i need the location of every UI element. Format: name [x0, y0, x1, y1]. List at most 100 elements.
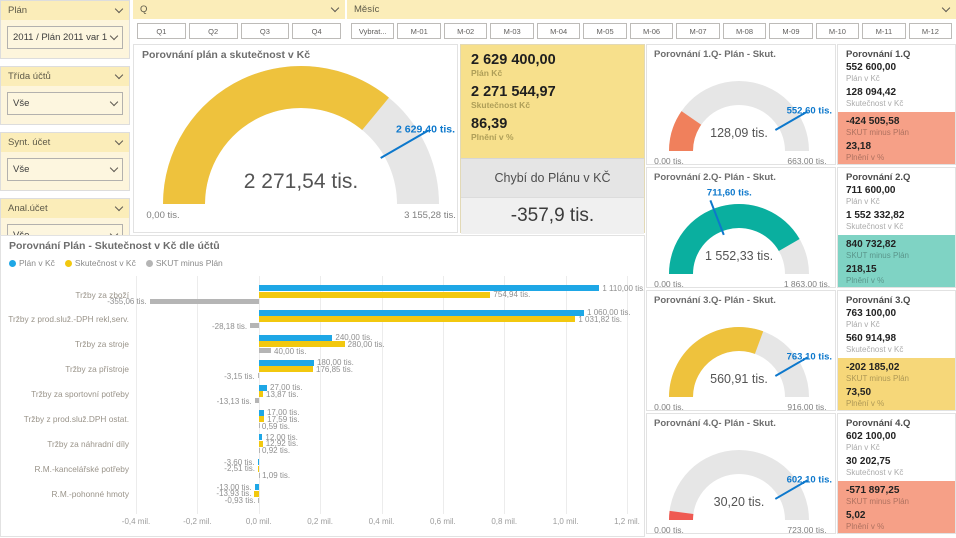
- q-button-q3[interactable]: Q3: [240, 23, 290, 39]
- card-row: -424 505,58 SKUT minus Plán: [846, 116, 947, 137]
- bar-plan[interactable]: [258, 309, 585, 316]
- month-button-m-03[interactable]: M-03: [490, 23, 534, 39]
- chevron-down-icon[interactable]: [114, 70, 124, 80]
- bar-skutecnost[interactable]: [258, 291, 491, 298]
- card-value: 763 100,00: [846, 308, 897, 319]
- filter-sidebar: Plán 2011 / Plán 2011 var 1 Třída účtů Vše S…: [0, 0, 130, 257]
- month-button-m-10[interactable]: M-10: [815, 23, 860, 39]
- bar-plan[interactable]: [258, 285, 600, 291]
- gauge-min-label: 0,00 tis.: [654, 402, 684, 410]
- gauge-track: [669, 80, 809, 151]
- bar-plan[interactable]: [258, 359, 314, 366]
- bar-diff[interactable]: [258, 348, 272, 354]
- main-gauge-panel: Porovnání plán a skutečnost v Kč 2 629,4…: [133, 44, 458, 233]
- card-value: 30 202,75: [846, 456, 891, 467]
- card-label: Plán v Kč: [846, 443, 880, 452]
- month-button-m-06[interactable]: M-06: [629, 23, 674, 39]
- card-label: SKUT minus Plán: [846, 128, 909, 137]
- bar-plan[interactable]: [258, 434, 263, 441]
- chevron-down-icon[interactable]: [330, 3, 340, 13]
- gauge-target-label: 711,60 tis.: [707, 188, 752, 199]
- x-tick-label: 0,8 mil.: [491, 517, 518, 526]
- bar-skutecnost[interactable]: [258, 316, 576, 323]
- card-label: Plnění v %: [846, 153, 885, 162]
- month-button-m-01[interactable]: M-01: [397, 23, 441, 39]
- bar-plan[interactable]: [257, 459, 259, 466]
- month-button-m-08[interactable]: M-08: [722, 23, 767, 39]
- bar-skutecnost[interactable]: [258, 366, 314, 373]
- gauge-value: 128,09 tis.: [710, 126, 768, 140]
- filter-header: Anal.účet: [1, 199, 129, 218]
- card-row: 73,50 Plnění v %: [846, 387, 947, 408]
- gauge-track: [669, 449, 809, 520]
- bar-value-label: 0,59 tis.: [261, 421, 290, 431]
- card-value: 711 600,00: [846, 185, 896, 196]
- x-gridline: [381, 276, 383, 514]
- filter-dropdown[interactable]: 2011 / Plán 2011 var 1: [7, 26, 123, 49]
- bar-value-label: 240,00 tis.: [335, 333, 373, 343]
- filter-dropdown[interactable]: Vše: [7, 158, 123, 181]
- month-button-m-11[interactable]: M-11: [862, 23, 906, 39]
- filter-dropdown[interactable]: Vše: [7, 92, 123, 115]
- bar-skutecnost[interactable]: [254, 490, 259, 497]
- bar-plan[interactable]: [254, 484, 259, 491]
- bar-value-label: 12,92 tis.: [265, 439, 299, 449]
- chevron-down-icon[interactable]: [114, 4, 124, 14]
- bar-plan[interactable]: [258, 409, 264, 416]
- bar-diff[interactable]: [250, 323, 259, 329]
- q-button-q2[interactable]: Q2: [188, 23, 238, 39]
- gauge-fill: [669, 204, 800, 274]
- x-gridline: [136, 276, 137, 514]
- legend-dot: [145, 259, 153, 267]
- filter-label: Anal.účet: [8, 203, 48, 214]
- bar-skutecnost[interactable]: [257, 465, 259, 472]
- bar-diff[interactable]: [257, 373, 259, 379]
- card-row: 5,02 Plnění v %: [846, 510, 947, 531]
- month-button-m-05[interactable]: M-05: [583, 23, 627, 39]
- bar-diff[interactable]: [149, 298, 259, 304]
- month-button-m-04[interactable]: M-04: [536, 23, 581, 39]
- panel-title: Porovnání 2.Q- Plán - Skut.: [654, 172, 776, 183]
- main-gauge: 2 629,40 tis. 2 271,54 tis. 0,00 tis. 3 155…: [146, 65, 456, 221]
- bar-diff[interactable]: [257, 497, 259, 503]
- bar-skutecnost[interactable]: [258, 391, 263, 398]
- filter-label: Synt. účet: [8, 137, 51, 148]
- bar-skutecnost[interactable]: [258, 341, 345, 348]
- card-title: Porovnání 1.Q: [846, 49, 911, 60]
- month-button-m-12[interactable]: M-12: [908, 23, 953, 39]
- panel-title: Porovnání 1.Q- Plán - Skut.: [654, 49, 776, 60]
- month-button-m-02[interactable]: M-02: [443, 23, 488, 39]
- bar-diff[interactable]: [258, 472, 260, 478]
- card-title: Porovnání 4.Q: [846, 418, 911, 429]
- chevron-down-icon[interactable]: [114, 136, 124, 146]
- bar-diff[interactable]: [258, 447, 260, 453]
- month-button-m-09[interactable]: M-09: [769, 23, 813, 39]
- card-row: 218,15 Plnění v %: [846, 264, 947, 285]
- month-button-m-07[interactable]: M-07: [676, 23, 720, 39]
- category-label: Tržby z prod.služ.-DPH rekl,serv.: [8, 314, 129, 325]
- card-value: -424 505,58: [846, 116, 900, 127]
- bar-plan[interactable]: [258, 334, 333, 341]
- chevron-down-icon[interactable]: [114, 202, 124, 212]
- gauge-min-label: 0,00 tis.: [654, 156, 684, 164]
- bar-plan[interactable]: [258, 384, 268, 391]
- card-row: -571 897,25 SKUT minus Plán: [846, 485, 947, 506]
- kpi-value: 2 629 400,00: [471, 52, 556, 68]
- card-value: 5,02: [846, 510, 866, 521]
- quarter-gauges-column: Porovnání 1.Q- Plán - Skut. 552,60 tis. 12…: [646, 44, 836, 537]
- gauge-max-label: 663,00 tis.: [787, 156, 826, 164]
- legend-dot: [64, 259, 72, 267]
- card-label: Skutečnost v Kč: [846, 468, 904, 477]
- month-button-vybrat-[interactable]: Vybrat...: [351, 23, 395, 39]
- kpi-summary: 2 629 400,00 Plán Kč 2 271 544,97 Skutečnos…: [461, 45, 644, 158]
- q-button-q4[interactable]: Q4: [292, 23, 341, 39]
- bar-skutecnost[interactable]: [258, 416, 265, 422]
- bar-diff[interactable]: [258, 423, 260, 428]
- bar-skutecnost[interactable]: [258, 440, 263, 447]
- quarter-buttons: Q1 Q2 Q3 Q4: [133, 19, 345, 39]
- chevron-down-icon[interactable]: [941, 3, 951, 13]
- q-button-q1[interactable]: Q1: [137, 23, 186, 39]
- bar-value-label: -0,93 tis.: [224, 496, 256, 506]
- month-slicer-header: Měsíc: [347, 0, 956, 19]
- bar-diff[interactable]: [254, 398, 259, 404]
